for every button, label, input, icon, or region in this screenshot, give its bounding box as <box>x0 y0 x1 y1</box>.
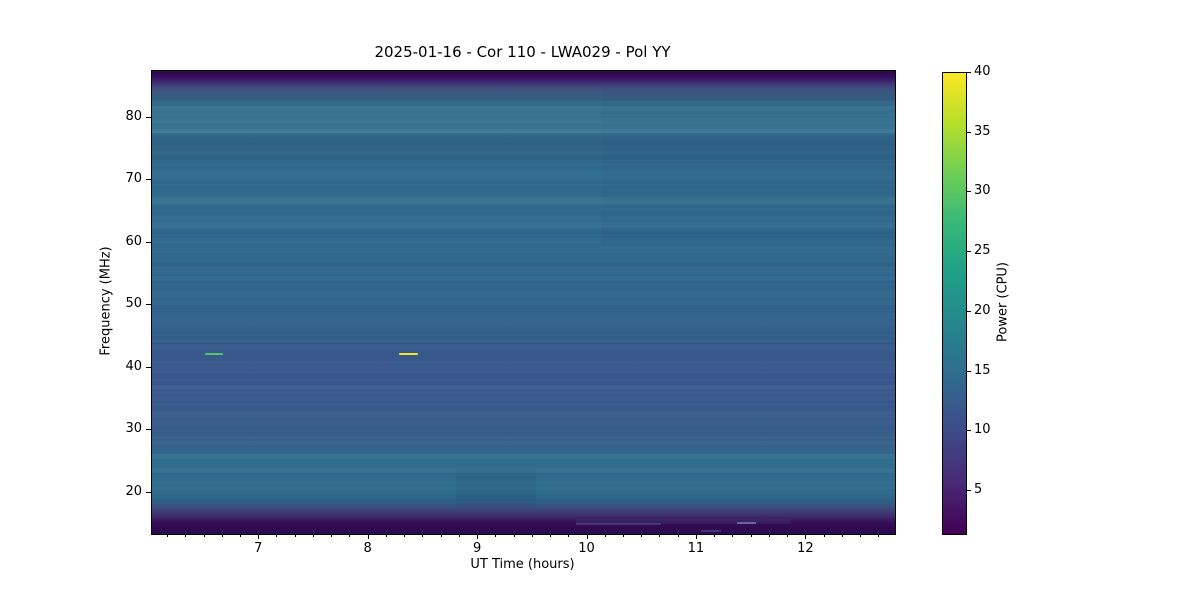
x-minor-tick <box>203 534 205 537</box>
x-minor-tick <box>167 534 169 537</box>
y-tick-label: 30 <box>125 421 142 437</box>
x-minor-tick <box>841 534 843 537</box>
x-minor-tick <box>659 534 661 537</box>
x-tick-label: 11 <box>687 541 705 556</box>
x-major-tick <box>477 534 479 539</box>
x-minor-tick <box>276 534 278 537</box>
x-minor-tick <box>550 534 552 537</box>
y-axis-label: Frequency (MHz) <box>98 246 114 356</box>
x-minor-tick <box>312 534 314 537</box>
emission-feature <box>399 353 418 356</box>
x-minor-tick <box>458 534 460 537</box>
x-minor-tick <box>823 534 825 537</box>
emission-feature <box>204 353 224 356</box>
x-tick-label: 7 <box>254 541 263 556</box>
x-tick-label: 12 <box>797 541 814 556</box>
x-minor-tick <box>513 534 515 537</box>
y-tick-label: 70 <box>125 171 142 187</box>
colorbar-tick-label: 35 <box>974 123 991 139</box>
colorbar-tick-label: 15 <box>974 362 991 378</box>
colorbar-tick <box>967 430 971 432</box>
x-minor-tick <box>860 534 862 537</box>
colorbar-tick <box>967 131 971 133</box>
x-minor-tick <box>221 534 223 537</box>
x-tick-label: 10 <box>578 541 595 556</box>
colorbar-tick-label: 5 <box>974 482 983 497</box>
colorbar <box>942 72 967 535</box>
x-minor-tick <box>349 534 351 537</box>
x-axis-label: UT Time (hours) <box>470 557 575 572</box>
x-minor-tick <box>185 534 187 537</box>
x-minor-tick <box>878 534 880 537</box>
colorbar-tick <box>967 251 971 253</box>
colorbar-tick <box>967 191 971 193</box>
chart-title: 2025-01-16 - Cor 110 - LWA029 - Pol YY <box>374 43 671 61</box>
colorbar-tick <box>967 72 971 73</box>
x-minor-tick <box>768 534 770 537</box>
spectrogram-background <box>152 71 895 534</box>
y-tick-label: 20 <box>125 483 142 499</box>
x-minor-tick <box>294 534 296 537</box>
y-major-tick <box>146 304 151 306</box>
y-major-tick <box>146 366 151 368</box>
x-major-tick <box>695 534 697 539</box>
colorbar-label: Power (CPU) <box>995 261 1011 343</box>
y-major-tick <box>146 491 151 493</box>
colorbar-tick-label: 30 <box>974 183 991 199</box>
colorbar-gradient <box>943 73 966 534</box>
colorbar-tick-label: 25 <box>974 243 991 259</box>
y-major-tick <box>146 179 151 181</box>
x-minor-tick <box>750 534 752 537</box>
x-minor-tick <box>495 534 497 537</box>
y-tick-label: 80 <box>125 108 142 124</box>
x-minor-tick <box>240 534 241 537</box>
x-minor-tick <box>677 534 679 537</box>
x-minor-tick <box>440 534 442 537</box>
x-minor-tick <box>604 534 606 537</box>
spectrogram-heatmap <box>151 70 896 535</box>
colorbar-tick-label: 10 <box>974 422 991 438</box>
x-minor-tick <box>422 534 424 537</box>
x-minor-tick <box>568 534 570 537</box>
x-minor-tick <box>385 534 387 537</box>
x-minor-tick <box>531 534 533 537</box>
y-tick-label: 60 <box>125 233 142 249</box>
y-major-tick <box>146 116 151 118</box>
x-minor-tick <box>787 534 789 537</box>
x-minor-tick <box>732 534 734 537</box>
x-major-tick <box>586 534 588 539</box>
y-tick-label: 50 <box>125 296 142 312</box>
x-minor-tick <box>404 534 406 537</box>
x-minor-tick <box>623 534 624 537</box>
x-minor-tick <box>714 534 716 537</box>
x-minor-tick <box>641 534 643 537</box>
colorbar-tick-label: 40 <box>974 64 991 79</box>
colorbar-tick-label: 20 <box>974 302 991 318</box>
colorbar-tick <box>967 310 971 312</box>
y-major-tick <box>146 429 151 431</box>
x-major-tick <box>367 534 369 539</box>
y-major-tick <box>146 241 151 243</box>
x-major-tick <box>258 534 260 539</box>
y-tick-label: 40 <box>125 358 142 374</box>
x-minor-tick <box>331 534 333 537</box>
colorbar-tick <box>967 490 971 491</box>
x-tick-label: 9 <box>472 541 482 556</box>
x-major-tick <box>805 534 807 539</box>
colorbar-tick <box>967 370 971 372</box>
x-tick-label: 8 <box>363 541 372 556</box>
